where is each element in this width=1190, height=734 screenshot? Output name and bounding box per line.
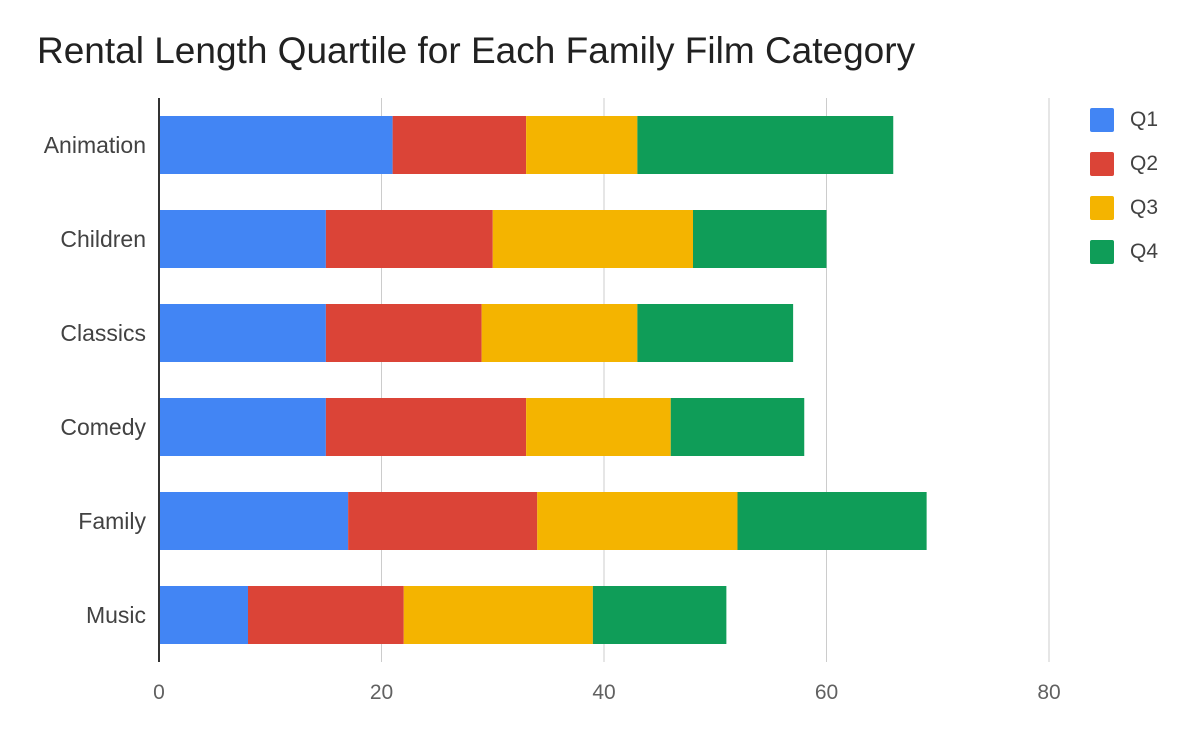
x-tick-label: 20 (370, 681, 393, 704)
legend-item-q2: Q2 (1090, 142, 1158, 186)
category-label-animation: Animation (44, 132, 146, 158)
legend: Q1 Q2 Q3 Q4 (1090, 98, 1158, 274)
category-labels: Animation Children Classics Comedy Family Mus… (44, 132, 147, 628)
bar-children-q3 (492, 210, 693, 268)
bar-family-q1 (159, 492, 349, 550)
category-label-family: Family (78, 508, 146, 534)
bar-animation-q2 (392, 116, 527, 174)
chart-title: Rental Length Quartile for Each Family F… (37, 30, 916, 71)
bar-animation-q3 (526, 116, 638, 174)
bar-family-q3 (537, 492, 738, 550)
x-tick-labels: 0 20 40 60 80 (153, 681, 1061, 704)
category-label-classics: Classics (60, 320, 146, 346)
bar-family-q4 (737, 492, 927, 550)
x-tick-label: 60 (815, 681, 838, 704)
bar-comedy-q1 (159, 398, 326, 456)
bar-comedy-q4 (670, 398, 805, 456)
legend-label: Q3 (1130, 196, 1159, 219)
bar-children-q1 (159, 210, 326, 268)
legend-item-q1: Q1 (1090, 98, 1158, 142)
legend-swatch (1090, 196, 1114, 220)
bar-classics-q2 (325, 304, 482, 362)
x-tick-label: 0 (153, 681, 165, 704)
bar-comedy-q3 (526, 398, 671, 456)
legend-item-q3: Q3 (1090, 186, 1158, 230)
x-tick-label: 40 (592, 681, 615, 704)
legend-item-q4: Q4 (1090, 230, 1158, 274)
legend-label: Q4 (1130, 240, 1159, 263)
legend-label: Q1 (1130, 108, 1159, 131)
bar-family-q2 (348, 492, 538, 550)
bar-music-q2 (248, 586, 404, 644)
bar-children-q4 (693, 210, 827, 268)
bars (159, 116, 927, 644)
category-label-children: Children (60, 226, 146, 252)
bar-classics-q4 (637, 304, 794, 362)
legend-swatch (1090, 108, 1114, 132)
legend-label: Q2 (1130, 152, 1159, 175)
bar-music-q3 (403, 586, 593, 644)
bar-children-q2 (325, 210, 493, 268)
x-tick-label: 80 (1037, 681, 1060, 704)
gridlines (381, 98, 1050, 662)
bar-music-q1 (159, 586, 248, 644)
bar-animation-q4 (637, 116, 894, 174)
category-label-music: Music (86, 602, 146, 628)
bar-classics-q1 (159, 304, 326, 362)
bar-classics-q3 (481, 304, 638, 362)
category-label-comedy: Comedy (60, 414, 146, 440)
bar-animation-q1 (159, 116, 393, 174)
bar-comedy-q2 (325, 398, 527, 456)
bar-music-q4 (592, 586, 727, 644)
legend-swatch (1090, 152, 1114, 176)
legend-swatch (1090, 240, 1114, 264)
